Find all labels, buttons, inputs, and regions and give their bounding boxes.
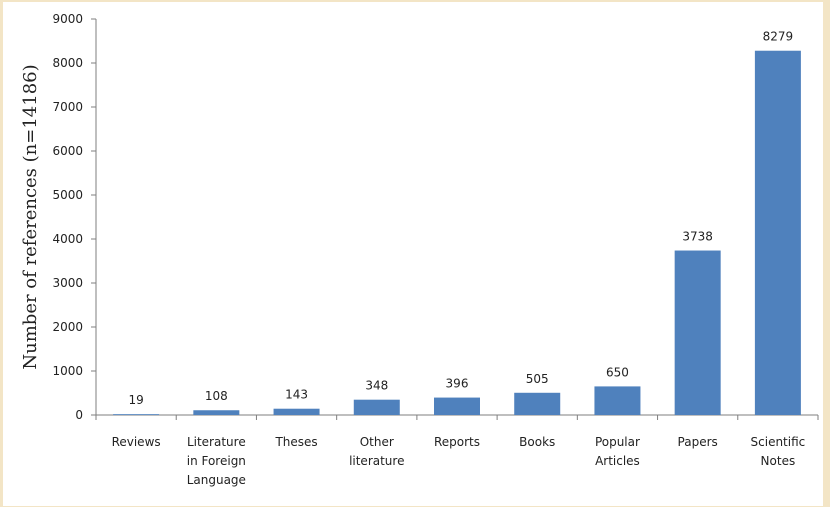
x-category-label: Reviews [112, 435, 161, 449]
bars [113, 50, 801, 415]
data-label: 650 [606, 365, 629, 379]
x-category-labels: Reviews Literature in Foreign Language These… [112, 435, 806, 487]
x-category-label: in Foreign [187, 454, 246, 468]
y-tick-label: 1000 [52, 364, 83, 378]
bar [754, 50, 801, 415]
x-category-label: Articles [595, 454, 640, 468]
y-ticks: 0 1000 2000 3000 4000 5000 6000 7000 8000 9000 [52, 12, 819, 422]
y-tick-label: 8000 [52, 56, 83, 70]
bar-chart: Number of references (n=14186) 0 1000 2000… [20, 12, 819, 487]
y-tick-label: 4000 [52, 232, 83, 246]
bar [193, 410, 240, 415]
data-labels: 19 108 143 348 396 505 650 3738 8279 [128, 30, 793, 407]
data-label: 505 [526, 372, 549, 386]
data-label: 143 [285, 388, 308, 402]
bar [434, 397, 480, 415]
data-label: 348 [365, 379, 388, 393]
y-tick-label: 6000 [52, 144, 83, 158]
x-category-label: Reports [434, 435, 480, 449]
bar [273, 408, 320, 415]
data-label: 108 [205, 389, 228, 403]
bar [674, 250, 721, 415]
bar [594, 386, 641, 415]
x-category-label: Books [519, 435, 555, 449]
y-tick-label: 2000 [52, 320, 83, 334]
x-category-label: Papers [678, 435, 718, 449]
y-tick-label: 3000 [52, 276, 83, 290]
y-tick-label: 5000 [52, 188, 83, 202]
data-label: 3738 [682, 230, 713, 244]
x-category-label: Other [360, 435, 394, 449]
data-label: 8279 [763, 30, 794, 44]
x-category-label: Theses [274, 435, 317, 449]
data-label: 19 [128, 393, 143, 407]
y-tick-label: 0 [75, 408, 83, 422]
x-category-label: Literature [187, 435, 246, 449]
bar [514, 392, 561, 415]
chart-frame: Number of references (n=14186) 0 1000 2000… [3, 2, 823, 506]
x-category-label: Notes [761, 454, 796, 468]
y-tick-label: 7000 [52, 100, 83, 114]
x-category-label: Popular [595, 435, 640, 449]
x-category-label: Scientific [751, 435, 806, 449]
y-axis-title: Number of references (n=14186) [20, 64, 41, 369]
bar [353, 399, 400, 415]
x-category-label: literature [349, 454, 404, 468]
data-label: 396 [446, 377, 469, 391]
x-category-label: Language [187, 473, 246, 487]
bar [113, 414, 160, 415]
y-tick-label: 9000 [52, 12, 83, 26]
